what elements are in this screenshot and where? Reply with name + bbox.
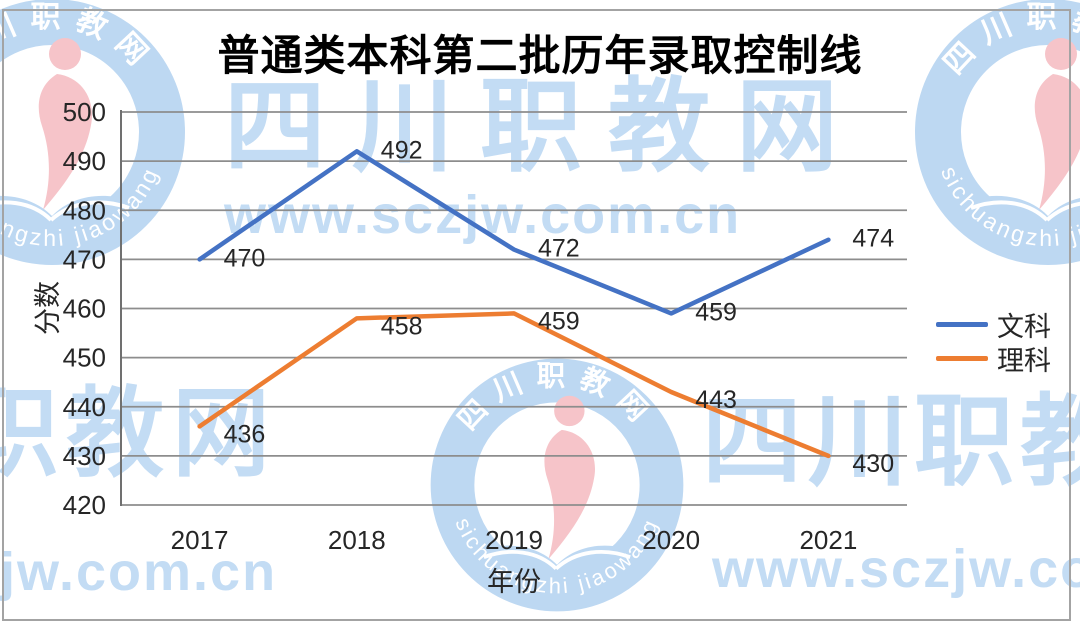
y-tick-label-500: 500 [63,97,106,127]
chart-title: 普通类本科第二批历年录取控制线 [217,32,863,79]
data-label-series0-2017: 470 [224,244,266,272]
legend-swatch-wenke [936,321,988,327]
x-axis-title: 年份 [487,567,541,597]
y-tick-label-480: 480 [63,195,106,225]
data-label-series1-2021: 430 [852,450,894,478]
x-tick-label-2019: 2019 [485,525,543,555]
data-label-series1-2017: 436 [224,420,266,448]
x-tick-label-2017: 2017 [171,525,229,555]
data-label-series1-2018: 458 [381,312,423,340]
legend-item-wenke: 文科 [936,309,1051,342]
y-tick-label-450: 450 [63,343,106,373]
legend-swatch-like [936,355,988,361]
legend-label-wenke: 文科 [997,311,1051,342]
y-tick-label-490: 490 [63,146,106,176]
legend-label-like: 理科 [997,345,1051,376]
y-tick-label-420: 420 [63,490,106,520]
data-label-series0-2018: 492 [381,136,423,164]
y-tick-label-430: 430 [63,441,106,471]
data-label-series0-2020: 459 [695,298,737,326]
data-label-series1-2019: 459 [538,307,580,335]
legend: 文科 理科 [936,309,1051,377]
series-line-0 [197,149,831,316]
y-tick-label-470: 470 [63,244,106,274]
data-label-series0-2019: 472 [538,235,580,263]
legend-item-like: 理科 [936,343,1051,376]
x-tick-label-2020: 2020 [642,525,700,555]
x-tick-label-2021: 2021 [799,525,857,555]
data-label-series1-2020: 443 [695,386,737,414]
y-tick-label-440: 440 [63,392,106,422]
x-tick-label-2018: 2018 [328,525,386,555]
y-tick-label-460: 460 [63,294,106,324]
series-line-1 [197,311,831,459]
y-axis-title: 分数 [32,281,63,335]
data-label-series0-2021: 474 [852,225,894,253]
